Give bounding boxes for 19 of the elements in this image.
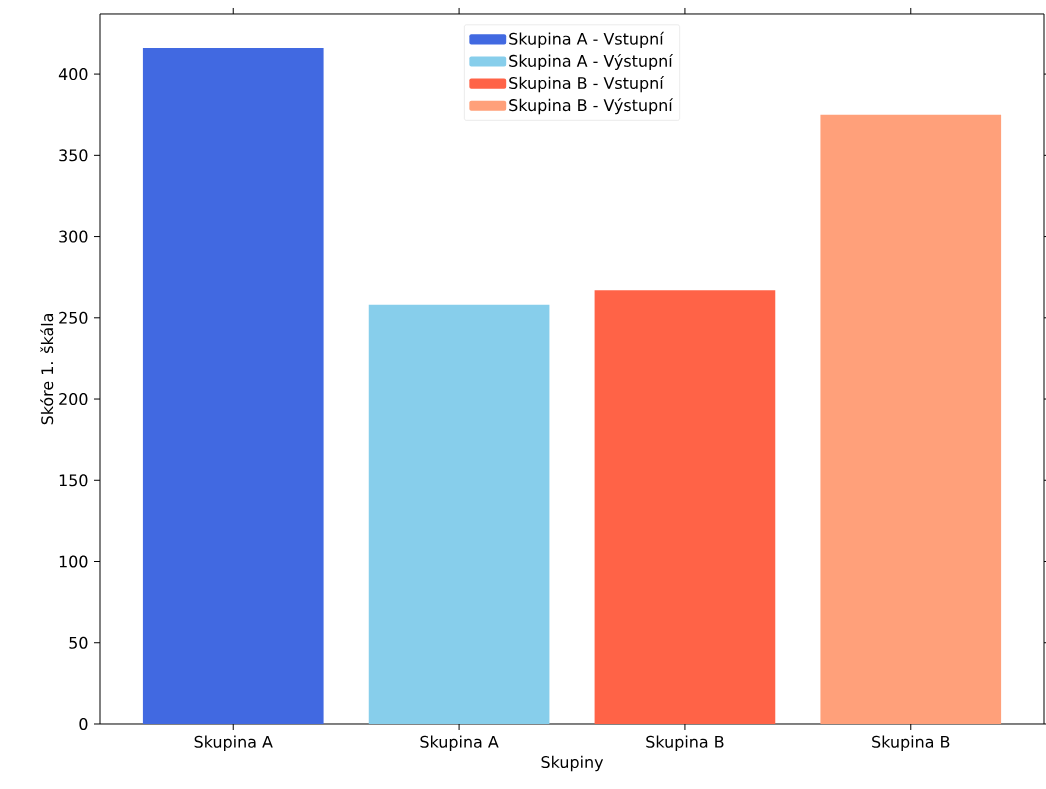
y-tick-label: 200	[59, 393, 88, 406]
legend-label: Skupina A - Výstupní	[509, 53, 674, 71]
y-tick-label: 250	[59, 311, 88, 324]
y-tick-label: 350	[59, 149, 88, 162]
y-tick-label: 150	[59, 474, 88, 487]
y-tick-label: 100	[59, 555, 88, 568]
x-tick-label: Skupina A	[420, 735, 499, 751]
y-tick-label: 400	[58, 68, 88, 81]
x-tick-label: Skupina B	[872, 735, 950, 751]
legend-label: Skupina B - Výstupní	[509, 98, 674, 115]
x-axis-title: Skupiny	[541, 755, 604, 772]
y-tick-label: 50	[69, 636, 88, 649]
legend-label: Skupina B - Vstupní	[509, 76, 665, 93]
y-axis-title: Skóre 1. škála	[40, 314, 54, 425]
legend-label: Skupina A - Vstupní	[509, 31, 665, 48]
x-tick-label: Skupina A	[194, 735, 273, 751]
y-tick-label: 0	[79, 717, 88, 731]
x-tick-label: Skupina B	[646, 735, 724, 751]
y-tick-label: 300	[59, 230, 88, 243]
